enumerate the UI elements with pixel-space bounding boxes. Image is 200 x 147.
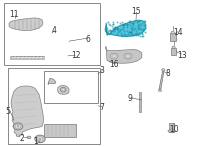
Bar bbox=[44, 124, 76, 137]
Text: 2: 2 bbox=[20, 134, 24, 143]
Polygon shape bbox=[159, 71, 164, 90]
Text: 5: 5 bbox=[6, 107, 10, 116]
Ellipse shape bbox=[172, 46, 175, 49]
Text: 12: 12 bbox=[71, 51, 81, 60]
Ellipse shape bbox=[35, 135, 45, 143]
Bar bbox=[169, 123, 174, 132]
Text: 15: 15 bbox=[131, 7, 141, 16]
Text: 14: 14 bbox=[173, 28, 183, 37]
Polygon shape bbox=[168, 129, 175, 132]
Text: 11: 11 bbox=[9, 10, 19, 19]
Text: 4: 4 bbox=[52, 26, 56, 35]
Bar bbox=[170, 33, 176, 41]
Ellipse shape bbox=[112, 55, 116, 58]
Ellipse shape bbox=[27, 136, 31, 139]
Text: 1: 1 bbox=[34, 137, 38, 146]
Bar bbox=[8, 68, 100, 144]
Polygon shape bbox=[105, 20, 146, 36]
Text: 10: 10 bbox=[169, 125, 179, 134]
Ellipse shape bbox=[110, 53, 118, 59]
Text: 16: 16 bbox=[109, 60, 119, 69]
Ellipse shape bbox=[60, 87, 66, 92]
Ellipse shape bbox=[62, 88, 65, 91]
Bar bbox=[44, 71, 98, 103]
Ellipse shape bbox=[124, 53, 132, 59]
Bar bbox=[4, 3, 100, 65]
Polygon shape bbox=[9, 18, 43, 31]
Polygon shape bbox=[48, 78, 56, 85]
Polygon shape bbox=[106, 46, 142, 63]
Text: 9: 9 bbox=[128, 94, 132, 103]
Bar bbox=[171, 48, 176, 55]
Ellipse shape bbox=[37, 137, 43, 141]
Text: 7: 7 bbox=[100, 103, 104, 112]
Text: 6: 6 bbox=[86, 35, 90, 44]
Bar bbox=[10, 56, 44, 59]
Ellipse shape bbox=[162, 69, 165, 71]
Bar bbox=[139, 92, 141, 112]
Polygon shape bbox=[11, 86, 44, 137]
Ellipse shape bbox=[171, 31, 175, 34]
Ellipse shape bbox=[126, 55, 130, 58]
Polygon shape bbox=[58, 85, 69, 94]
Ellipse shape bbox=[15, 124, 21, 128]
Ellipse shape bbox=[13, 123, 23, 130]
Ellipse shape bbox=[39, 138, 41, 140]
Ellipse shape bbox=[17, 126, 19, 127]
Text: 13: 13 bbox=[177, 51, 187, 60]
Ellipse shape bbox=[158, 89, 162, 92]
Text: 3: 3 bbox=[100, 66, 104, 75]
Text: 8: 8 bbox=[166, 69, 170, 78]
